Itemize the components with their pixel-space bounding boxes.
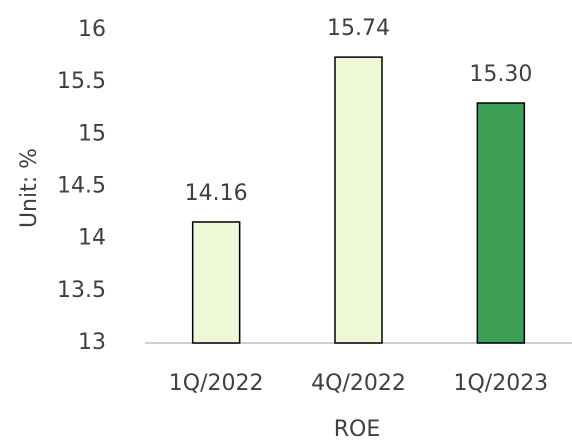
y-tick-label: 15 — [78, 121, 106, 146]
y-tick-label: 15.5 — [57, 69, 106, 94]
y-axis-label: Unit: % — [17, 148, 42, 228]
y-tick-label: 13 — [78, 330, 106, 355]
value-label: 15.30 — [469, 62, 532, 87]
y-tick-label: 14.5 — [57, 174, 106, 199]
x-axis-label: ROE — [334, 417, 381, 442]
x-tick-label: 4Q/2022 — [311, 371, 406, 396]
y-tick-label: 16 — [78, 17, 106, 42]
bar — [476, 102, 526, 344]
y-tick-label: 14 — [78, 226, 106, 251]
x-tick-label: 1Q/2022 — [169, 371, 264, 396]
x-tick-label: 1Q/2023 — [453, 371, 548, 396]
bar — [191, 221, 241, 344]
value-label: 15.74 — [327, 16, 390, 41]
bar — [334, 56, 383, 344]
value-label: 14.16 — [185, 181, 248, 206]
y-tick-label: 13.5 — [57, 278, 106, 303]
